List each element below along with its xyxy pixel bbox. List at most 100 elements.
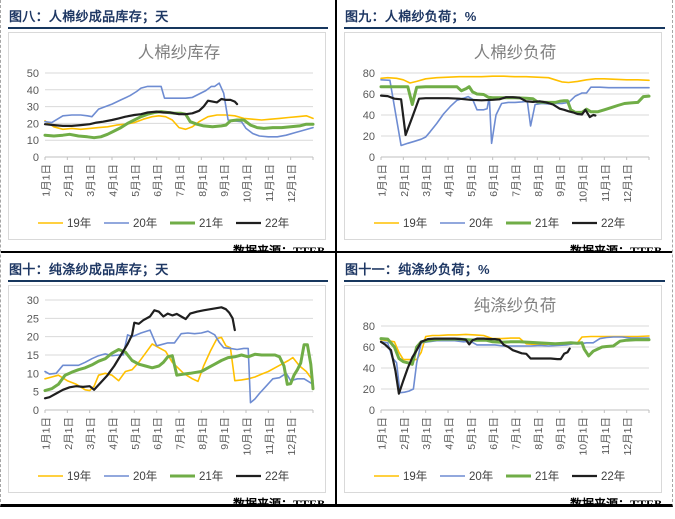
legend-label-19年: 19年 bbox=[403, 216, 427, 230]
series-line-21年 bbox=[379, 85, 651, 114]
svg-text:9月1日: 9月1日 bbox=[219, 164, 231, 197]
svg-text:40: 40 bbox=[363, 110, 375, 122]
legend[interactable]: 19年 20年 21年 22年 bbox=[38, 216, 289, 230]
svg-text:4月1日: 4月1日 bbox=[108, 417, 120, 450]
series-line-19年 bbox=[380, 75, 650, 84]
svg-text:60: 60 bbox=[363, 342, 375, 354]
line-chart-polyester-yarn-inventory[interactable]: 0 5 10 15 20 25 30 1月1日 2月1日 3月1日 4月1日 5月1日 6月1日 7月1日… bbox=[9, 286, 325, 492]
legend[interactable]: 19年 20年 21年 22年 bbox=[38, 469, 289, 483]
data-source-label: 数据来源：TTEB bbox=[232, 244, 325, 253]
legend-label-20年: 20年 bbox=[469, 469, 493, 483]
svg-text:50: 50 bbox=[27, 68, 39, 80]
data-source-label: 数据来源：TTEB bbox=[569, 244, 662, 253]
svg-text:3月1日: 3月1日 bbox=[85, 164, 97, 197]
legend-label-22年: 22年 bbox=[265, 216, 289, 230]
svg-text:5月1日: 5月1日 bbox=[466, 164, 478, 197]
series-line-22年 bbox=[43, 306, 236, 400]
svg-text:80: 80 bbox=[363, 68, 375, 80]
svg-text:9月1日: 9月1日 bbox=[555, 417, 567, 450]
legend-label-19年: 19年 bbox=[403, 469, 427, 483]
x-axis-ticks bbox=[380, 157, 650, 160]
x-axis-ticks bbox=[44, 157, 314, 160]
legend-label-21年: 21年 bbox=[199, 469, 223, 483]
svg-text:10: 10 bbox=[27, 135, 39, 147]
y-axis-labels: 0 10 20 30 40 50 bbox=[27, 68, 39, 164]
series-line-22年 bbox=[43, 97, 239, 128]
panel-header-fig9: 图九：人棉纱负荷；% bbox=[344, 3, 665, 29]
x-axis-labels: 1月1日 2月1日 3月1日 4月1日 5月1日 6月1日 7月1日 8月1日 9月1日 10月1… bbox=[41, 417, 299, 456]
legend-label-21年: 21年 bbox=[535, 469, 559, 483]
svg-text:7月1日: 7月1日 bbox=[175, 164, 187, 197]
panel-header-fig8: 图八：人棉纱成品库存；天 bbox=[8, 3, 328, 29]
svg-text:4月1日: 4月1日 bbox=[444, 164, 456, 197]
svg-text:2月1日: 2月1日 bbox=[63, 417, 75, 450]
svg-text:10月1日: 10月1日 bbox=[578, 417, 590, 456]
bottom-margin bbox=[0, 507, 675, 519]
svg-text:10: 10 bbox=[27, 368, 39, 380]
chart-title: 纯涤纱负荷 bbox=[474, 296, 557, 315]
svg-text:2月1日: 2月1日 bbox=[399, 417, 411, 450]
chart-title: 人棉纱负荷 bbox=[474, 43, 557, 62]
data-source-label: 数据来源：TTEB bbox=[232, 497, 325, 504]
svg-text:8月1日: 8月1日 bbox=[197, 164, 209, 197]
legend-label-19年: 19年 bbox=[67, 469, 91, 483]
line-chart-polyester-yarn-load[interactable]: 0 20 40 60 80 1月1日 2月1日 3月1日 4月1日 5月1日 6月1日 7月1日 8月1… bbox=[345, 286, 661, 492]
svg-text:40: 40 bbox=[27, 85, 39, 97]
svg-text:0: 0 bbox=[369, 152, 375, 164]
legend-label-20年: 20年 bbox=[469, 216, 493, 230]
panel-header-fig10: 图十：纯涤纱成品库存；天 bbox=[8, 256, 328, 282]
report-grid: 图八：人棉纱成品库存；天 0 10 20 30 40 50 1月1日 2月1日 3月1日 4月1日… bbox=[0, 0, 673, 507]
series-line-22年 bbox=[379, 94, 597, 137]
legend-label-19年: 19年 bbox=[67, 216, 91, 230]
series-line-19年 bbox=[44, 114, 314, 131]
svg-text:20: 20 bbox=[363, 131, 375, 143]
svg-text:3月1日: 3月1日 bbox=[421, 417, 433, 450]
chart-panel-fig10: 图十：纯涤纱成品库存；天 0 5 10 15 20 25 30 1月1日 2月1日 3月1日 4月1… bbox=[1, 253, 337, 504]
svg-text:6月1日: 6月1日 bbox=[152, 164, 164, 197]
svg-text:2月1日: 2月1日 bbox=[399, 164, 411, 197]
chart-panel-fig11: 图十一：纯涤纱负荷；% 0 20 40 60 80 1月1日 2月1日 3月1日 4月1日 5月1… bbox=[337, 253, 672, 504]
svg-text:20: 20 bbox=[27, 118, 39, 130]
chart-panel-fig8: 图八：人棉纱成品库存；天 0 10 20 30 40 50 1月1日 2月1日 3月1日 4月1日… bbox=[1, 0, 337, 253]
svg-text:2月1日: 2月1日 bbox=[63, 164, 75, 197]
svg-text:25: 25 bbox=[27, 313, 39, 325]
line-chart-rayon-yarn-load[interactable]: 0 20 40 60 80 1月1日 2月1日 3月1日 4月1日 5月1日 6月1日 7月1日 8月1… bbox=[345, 33, 661, 239]
x-axis-ticks bbox=[380, 410, 650, 413]
legend-label-21年: 21年 bbox=[199, 216, 223, 230]
chart-frame: 0 5 10 15 20 25 30 1月1日 2月1日 3月1日 4月1日 5月1日 6月1日 7月1日… bbox=[8, 285, 326, 493]
y-axis-labels: 0 20 40 60 80 bbox=[363, 321, 375, 417]
svg-text:11月1日: 11月1日 bbox=[264, 164, 276, 202]
x-axis-ticks bbox=[44, 410, 314, 413]
legend-label-21年: 21年 bbox=[535, 216, 559, 230]
legend[interactable]: 19年 20年 21年 22年 bbox=[374, 469, 625, 483]
svg-text:60: 60 bbox=[363, 89, 375, 101]
svg-text:10月1日: 10月1日 bbox=[242, 164, 254, 203]
series-line-22年 bbox=[379, 337, 571, 395]
svg-text:10月1日: 10月1日 bbox=[242, 417, 254, 456]
svg-text:8月1日: 8月1日 bbox=[197, 417, 209, 450]
legend-label-20年: 20年 bbox=[133, 216, 157, 230]
svg-text:0: 0 bbox=[33, 152, 39, 164]
x-axis-labels: 1月1日 2月1日 3月1日 4月1日 5月1日 6月1日 7月1日 8月1日 9月1日 10月1… bbox=[377, 417, 635, 456]
series-line-20年 bbox=[380, 336, 650, 394]
svg-text:0: 0 bbox=[33, 405, 39, 417]
svg-text:5月1日: 5月1日 bbox=[466, 417, 478, 450]
svg-text:12月1日: 12月1日 bbox=[286, 417, 298, 456]
svg-text:15: 15 bbox=[27, 350, 39, 362]
svg-text:11月1日: 11月1日 bbox=[264, 417, 276, 455]
svg-text:1月1日: 1月1日 bbox=[41, 164, 53, 197]
line-chart-rayon-yarn-inventory[interactable]: 0 10 20 30 40 50 1月1日 2月1日 3月1日 4月1日 5月1日 6月1日 7月1日 8… bbox=[9, 33, 325, 239]
series-line-19年 bbox=[44, 336, 314, 392]
svg-text:4月1日: 4月1日 bbox=[444, 417, 456, 450]
svg-text:6月1日: 6月1日 bbox=[488, 417, 500, 450]
svg-text:8月1日: 8月1日 bbox=[533, 417, 545, 450]
x-axis-labels: 1月1日 2月1日 3月1日 4月1日 5月1日 6月1日 7月1日 8月1日 9月1日 10月1… bbox=[41, 164, 299, 203]
chart-panel-fig9: 图九：人棉纱负荷；% 0 20 40 60 80 1月1日 2月1日 3月1日 4月1日 5月1日… bbox=[337, 0, 672, 253]
series-line-20年 bbox=[44, 329, 314, 404]
svg-text:9月1日: 9月1日 bbox=[555, 164, 567, 197]
svg-text:1月1日: 1月1日 bbox=[377, 164, 389, 197]
svg-text:30: 30 bbox=[27, 295, 39, 307]
data-source-label: 数据来源：TTEB bbox=[569, 497, 662, 504]
legend[interactable]: 19年 20年 21年 22年 bbox=[374, 216, 625, 230]
svg-text:20: 20 bbox=[363, 384, 375, 396]
